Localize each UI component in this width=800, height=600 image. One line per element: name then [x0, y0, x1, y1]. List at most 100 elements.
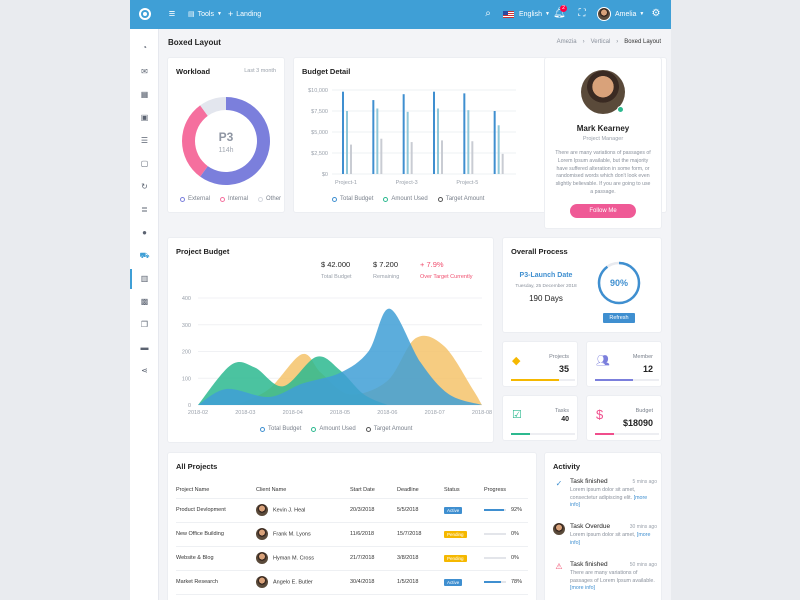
progress-bar — [484, 580, 506, 583]
activity-time: 5 mins ago — [632, 479, 657, 485]
stat-value: $ 7.200 — [373, 260, 399, 269]
x-tick-label: 2018-06 — [377, 410, 397, 416]
client-name: Frank M. Lyons — [273, 531, 311, 538]
chevron-down-icon: ▼ — [639, 11, 645, 17]
bar-amount-used — [467, 110, 470, 174]
table-row[interactable]: Website & Blog Hyman M. Cross 21/7/2018 3/8… — [176, 546, 528, 571]
chevron-down-icon: ▼ — [544, 11, 550, 17]
table-row[interactable]: Market Research Angelo E. Butler 30/4/2018… — [176, 570, 528, 595]
y-tick-label: $10,000 — [308, 88, 328, 94]
col-header: Status — [444, 482, 484, 499]
y-tick-label: 200 — [182, 350, 191, 356]
search-icon[interactable]: ⌕ — [485, 8, 491, 19]
progress-bar-fill — [484, 580, 502, 583]
stat-label: Tasks — [554, 408, 569, 414]
donut-slice-external — [200, 97, 270, 185]
copy-icon[interactable]: ❐ — [140, 320, 149, 329]
status-cell: Active — [444, 570, 484, 595]
client-cell: Kevin J. Heal — [256, 498, 350, 523]
status-cell: Active — [444, 498, 484, 523]
refresh-button[interactable]: Refresh — [603, 313, 635, 323]
stat-label: Projects — [549, 354, 569, 360]
y-tick-label: $5,000 — [311, 130, 328, 136]
user-name: Amelia — [615, 11, 637, 18]
breadcrumb: Amezia › Vertical › Boxed Layout — [556, 39, 661, 45]
bell-icon[interactable]: 🔔︎ — [553, 8, 566, 19]
circle-icon[interactable]: ● — [142, 228, 147, 237]
landing-link[interactable]: + Landing — [228, 9, 261, 20]
dashboard-icon[interactable]: ◔ — [142, 43, 147, 52]
briefcase-icon[interactable]: ▣ — [140, 113, 149, 122]
user-card-icon[interactable]: ▩ — [140, 297, 149, 306]
client-avatar — [256, 552, 268, 564]
gear-icon[interactable]: ⚙ — [651, 8, 661, 19]
legend-target-amount: Target Amount — [365, 426, 412, 432]
calendar-icon[interactable]: ▦ — [140, 90, 149, 99]
more-info-link[interactable]: [more info] — [570, 494, 648, 509]
page-title: Boxed Layout — [168, 38, 221, 47]
app-logo[interactable] — [139, 8, 151, 20]
menu-icon[interactable]: ≡ — [168, 8, 176, 20]
clipboard-icon[interactable]: ▢ — [140, 159, 149, 168]
legend-external: External — [180, 196, 210, 202]
profile-role: Project Manager — [582, 136, 624, 142]
activity-time: 30 mins ago — [629, 524, 657, 530]
table-row[interactable]: New Office Building Frank M. Lyons 11/6/20… — [176, 522, 528, 547]
truck-icon[interactable]: ⛟ — [139, 251, 150, 260]
table-row[interactable]: Product Devlopment Kevin J. Heal 20/3/2018… — [176, 498, 528, 523]
fullscreen-icon[interactable]: ⛶ — [578, 8, 586, 19]
activity-title: Task finished — [570, 478, 608, 485]
bar-amount-used — [497, 125, 500, 174]
project-budget-card: Project Budget $ 42.000 Total Budget $ 7… — [168, 238, 493, 442]
user-avatar[interactable] — [597, 7, 611, 21]
stat-card-member: 👥︎ Member 12 — [587, 342, 661, 386]
status-badge: Pending — [444, 530, 467, 538]
stat-label: Budget — [635, 408, 653, 414]
breadcrumb-item[interactable]: Amezia — [556, 39, 577, 45]
gem-icon: ◆ — [512, 355, 521, 367]
progress-label: 0% — [511, 555, 519, 561]
y-tick-label: $2,500 — [311, 151, 328, 157]
progress-label: 0% — [511, 531, 519, 537]
bar-total-budget — [402, 94, 405, 174]
progress-label: 78% — [511, 579, 523, 585]
activity-title: Activity — [553, 462, 581, 471]
stat-value: $ 42.000 — [321, 260, 351, 269]
col-header: Client Name — [256, 482, 350, 499]
stat-progress — [595, 433, 659, 435]
all-projects-card: All Projects Project Name Client Name St… — [168, 453, 536, 600]
y-tick-label: $0 — [322, 172, 328, 178]
list-icon[interactable]: ≣ — [141, 205, 148, 214]
refresh-icon[interactable]: ↻ — [141, 182, 148, 191]
users-icon: 👥︎ — [596, 355, 610, 367]
sidebar: ◔ ✉ ▦ ▣ ☰ ▢ ↻ ≣ ● ⛟ ▥ ▩ ❐ ▬ ⋖ — [130, 29, 159, 600]
activity-avatar — [553, 523, 565, 535]
progress-bar — [484, 556, 506, 559]
start-date: 11/6/2018 — [350, 522, 397, 547]
bar-target-amount — [410, 142, 413, 174]
more-info-link[interactable]: [more info] — [570, 532, 651, 546]
user-menu[interactable]: Amelia ▼ — [615, 9, 644, 20]
mail-icon[interactable]: ✉ — [141, 67, 148, 76]
map-icon[interactable]: ▥ — [140, 274, 149, 283]
follow-button[interactable]: Follow Me — [570, 204, 636, 218]
stat-total-budget: $ 42.000 Total Budget — [321, 260, 352, 280]
legend-amount-used: Amount Used — [383, 196, 428, 202]
bar-amount-used — [406, 111, 409, 174]
layers-icon[interactable]: ☰ — [140, 136, 149, 145]
progress-cell: 92% — [484, 498, 528, 523]
language-selector[interactable]: English ▼ — [503, 9, 550, 20]
workload-legend: External Internal Other — [180, 196, 281, 202]
stat-card-projects: ◆ Projects 35 — [503, 342, 577, 386]
deadline: 3/8/2018 — [397, 546, 444, 571]
stat-value: + 7.9% — [420, 260, 444, 269]
tools-menu[interactable]: ▤ Tools ▼ — [188, 9, 222, 20]
client-name: Kevin J. Heal — [273, 507, 306, 514]
breadcrumb-item[interactable]: Vertical — [590, 39, 611, 45]
donut-slice-other — [200, 97, 226, 116]
stat-remaining: $ 7.200 Remaining — [373, 260, 399, 280]
x-tick-label: 2018-07 — [425, 410, 445, 416]
share-icon[interactable]: ⋖ — [141, 366, 148, 375]
id-card-icon[interactable]: ▬ — [140, 343, 149, 352]
more-info-link[interactable]: [more info] — [570, 585, 596, 591]
